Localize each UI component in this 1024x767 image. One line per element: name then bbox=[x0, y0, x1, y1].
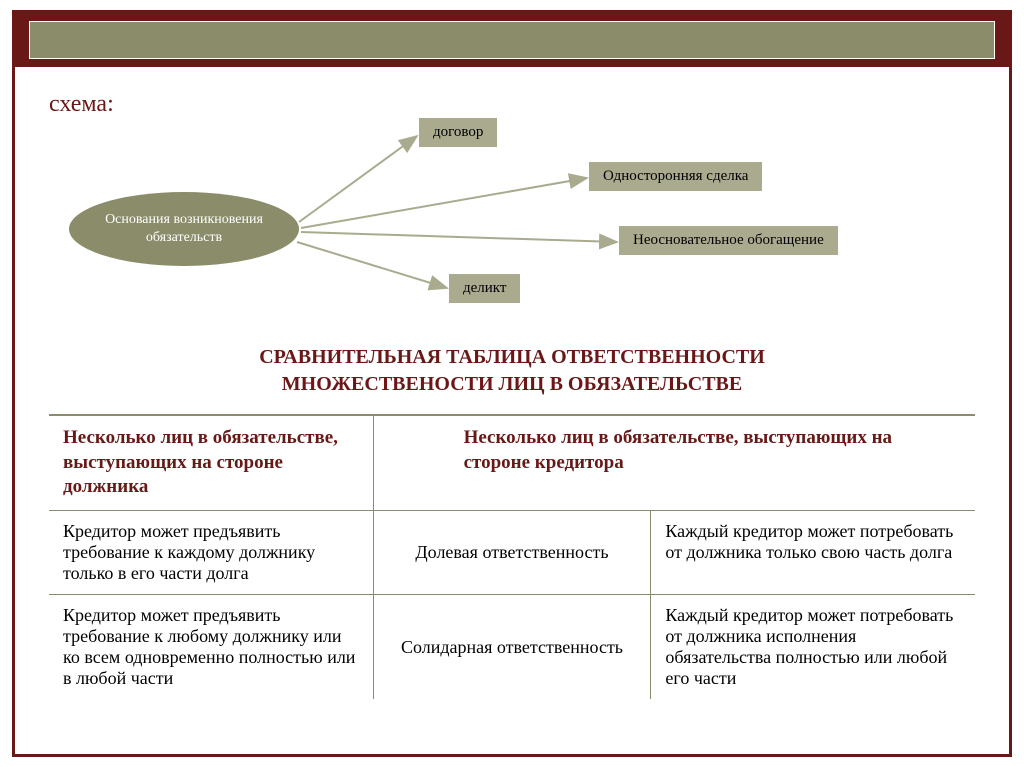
header-left: Несколько лиц в обязательстве, выступающ… bbox=[49, 415, 373, 511]
table-title-line2: МНОЖЕСТВЕНОСТИ ЛИЦ В ОБЯЗАТЕЛЬСТВЕ bbox=[282, 373, 742, 395]
cell-right: Каждый кредитор может потребовать от дол… bbox=[651, 595, 975, 700]
table-row: Кредитор может предъявить требование к к… bbox=[49, 511, 975, 595]
cell-mid: Солидарная ответственность bbox=[373, 595, 651, 700]
slide-content: схема: Основания возникновения обязатель… bbox=[15, 67, 1009, 719]
cell-left: Кредитор может предъявить требование к л… bbox=[49, 595, 373, 700]
table-title: СРАВНИТЕЛЬНАЯ ТАБЛИЦА ОТВЕТСТВЕННОСТИ МН… bbox=[49, 344, 975, 398]
origin-node: Основания возникновения обязательств bbox=[69, 192, 299, 266]
cell-mid: Долевая ответственность bbox=[373, 511, 651, 595]
diagram-node: Односторонняя сделка bbox=[589, 162, 762, 191]
diagram-node: Неосновательное обогащение bbox=[619, 226, 838, 255]
comparison-table: Несколько лиц в обязательстве, выступающ… bbox=[49, 414, 975, 699]
cell-left: Кредитор может предъявить требование к к… bbox=[49, 511, 373, 595]
header-right: Несколько лиц в обязательстве, выступающ… bbox=[373, 415, 975, 511]
table-title-line1: СРАВНИТЕЛЬНАЯ ТАБЛИЦА ОТВЕТСТВЕННОСТИ bbox=[259, 346, 765, 368]
diagram-node: договор bbox=[419, 118, 497, 147]
table-row: Кредитор может предъявить требование к л… bbox=[49, 595, 975, 700]
title-bar-inner bbox=[29, 21, 995, 59]
cell-right: Каждый кредитор может потребовать от дол… bbox=[651, 511, 975, 595]
diagram-node: деликт bbox=[449, 274, 520, 303]
title-bar bbox=[15, 13, 1009, 67]
table-header-row: Несколько лиц в обязательстве, выступающ… bbox=[49, 415, 975, 511]
origin-diagram: Основания возникновения обязательств дог… bbox=[49, 114, 975, 334]
slide-frame: схема: Основания возникновения обязатель… bbox=[12, 10, 1012, 757]
